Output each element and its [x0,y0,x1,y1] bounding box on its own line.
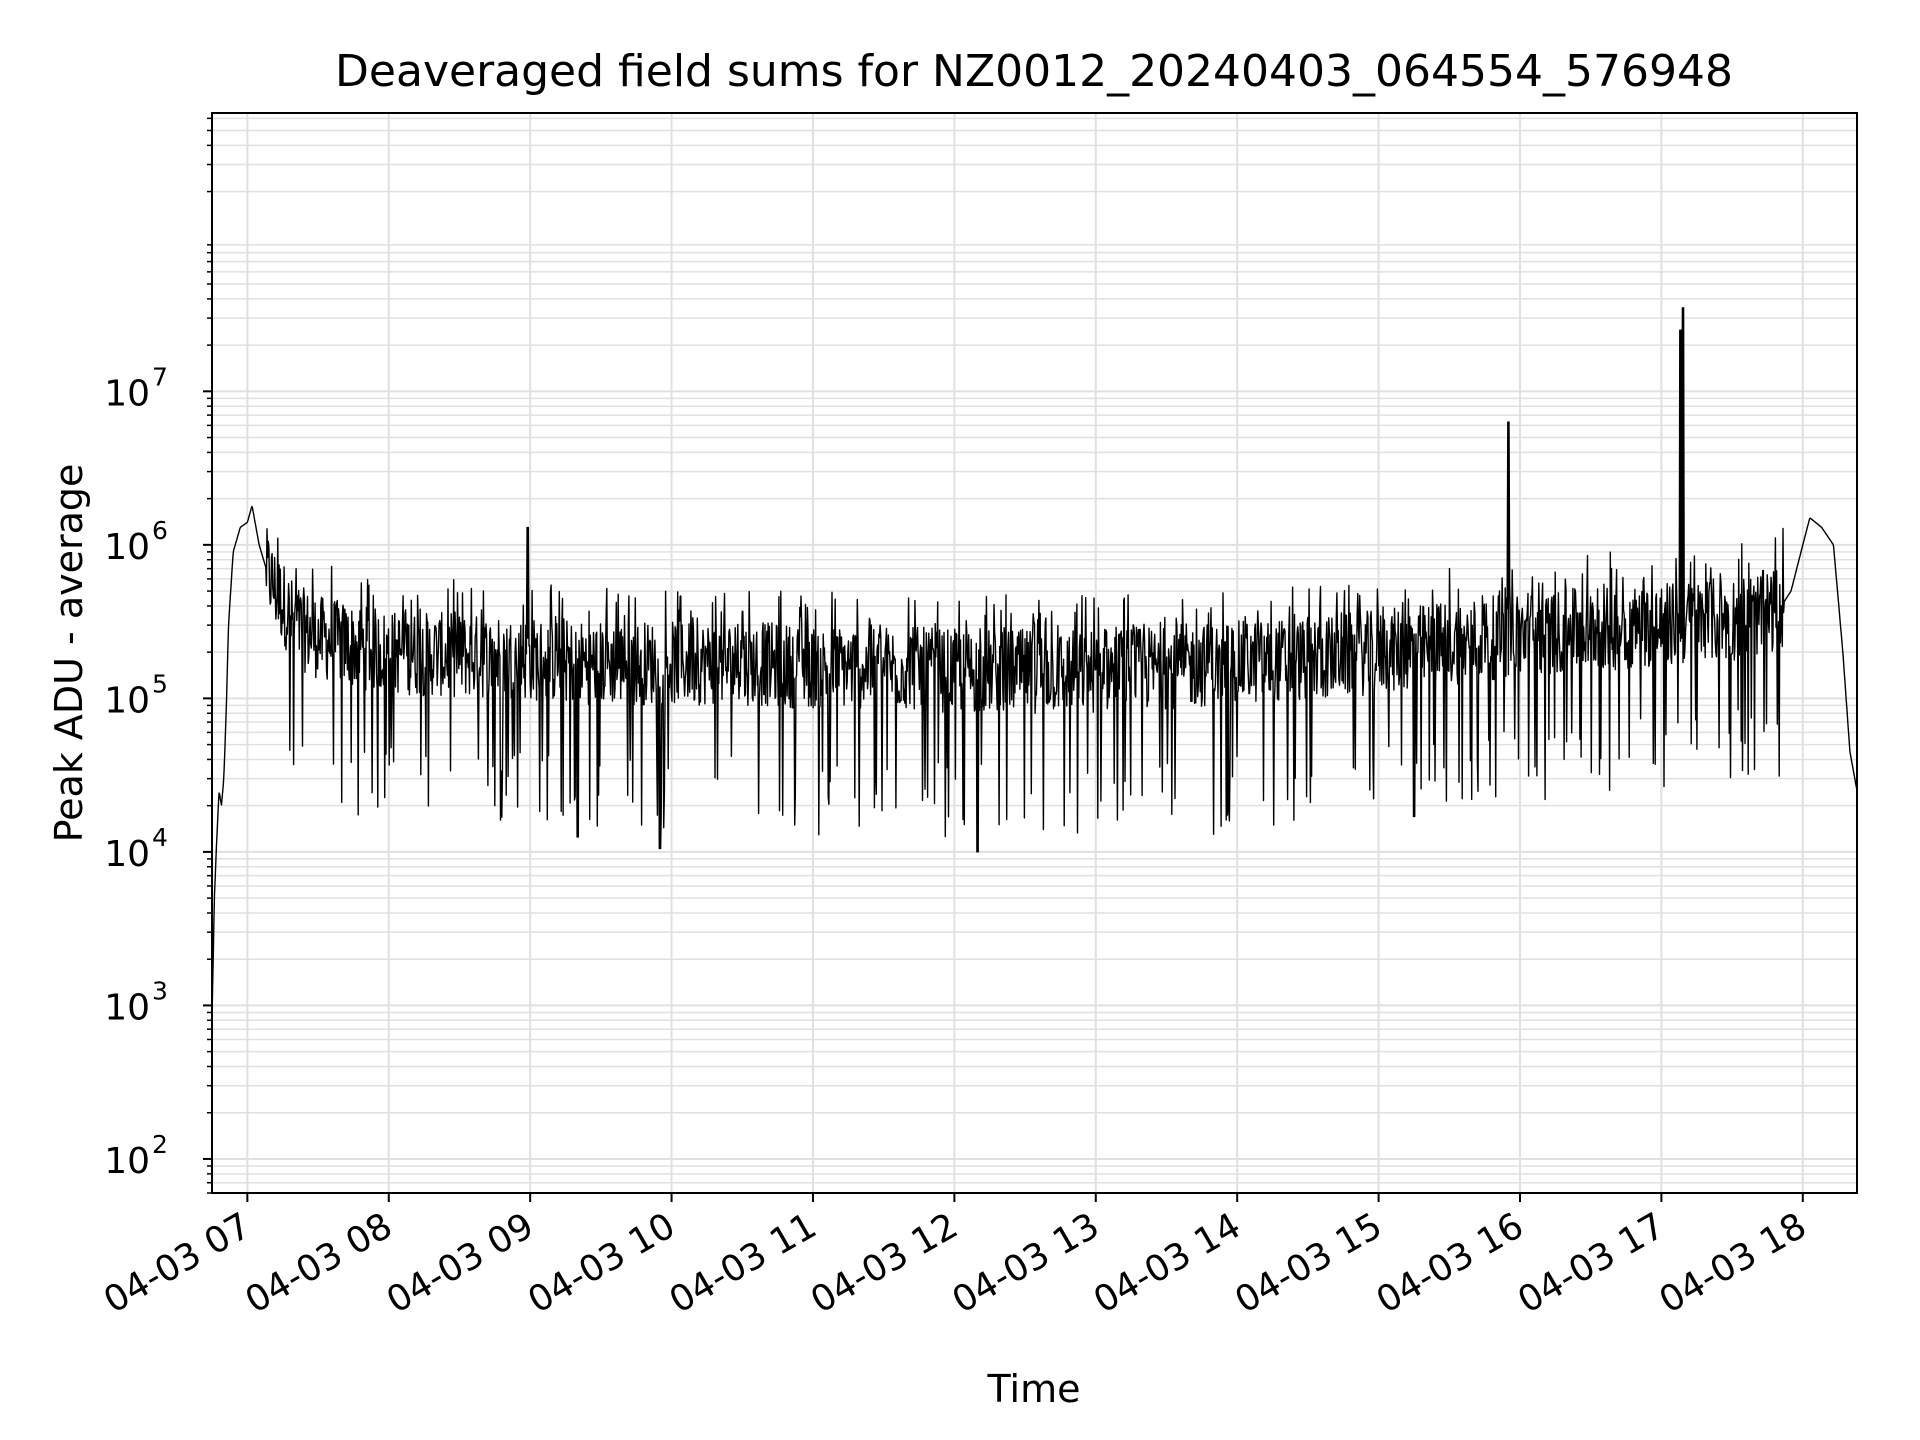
y-tick-exponent: 2 [152,1130,168,1159]
y-tick-exponent: 5 [152,669,168,698]
y-tick-label: 10 [104,1141,150,1182]
y-tick-label: 10 [104,987,150,1028]
y-tick-label: 10 [104,834,150,875]
y-tick-exponent: 3 [152,976,168,1005]
series-layer [211,307,1858,1021]
y-tick-exponent: 4 [152,823,168,852]
y-tick-label: 10 [104,527,150,568]
chart-title: Deaveraged field sums for NZ0012_2024040… [335,46,1733,97]
x-axis-label: Time [987,1367,1081,1411]
y-tick-exponent: 7 [152,362,168,391]
y-tick-label: 10 [104,680,150,721]
series-line [211,307,1858,1021]
y-axis-label: Peak ADU - average [47,464,91,843]
plot-frame [211,112,1858,1194]
y-tick-label: 10 [104,373,150,414]
y-tick-exponent: 6 [152,516,168,545]
